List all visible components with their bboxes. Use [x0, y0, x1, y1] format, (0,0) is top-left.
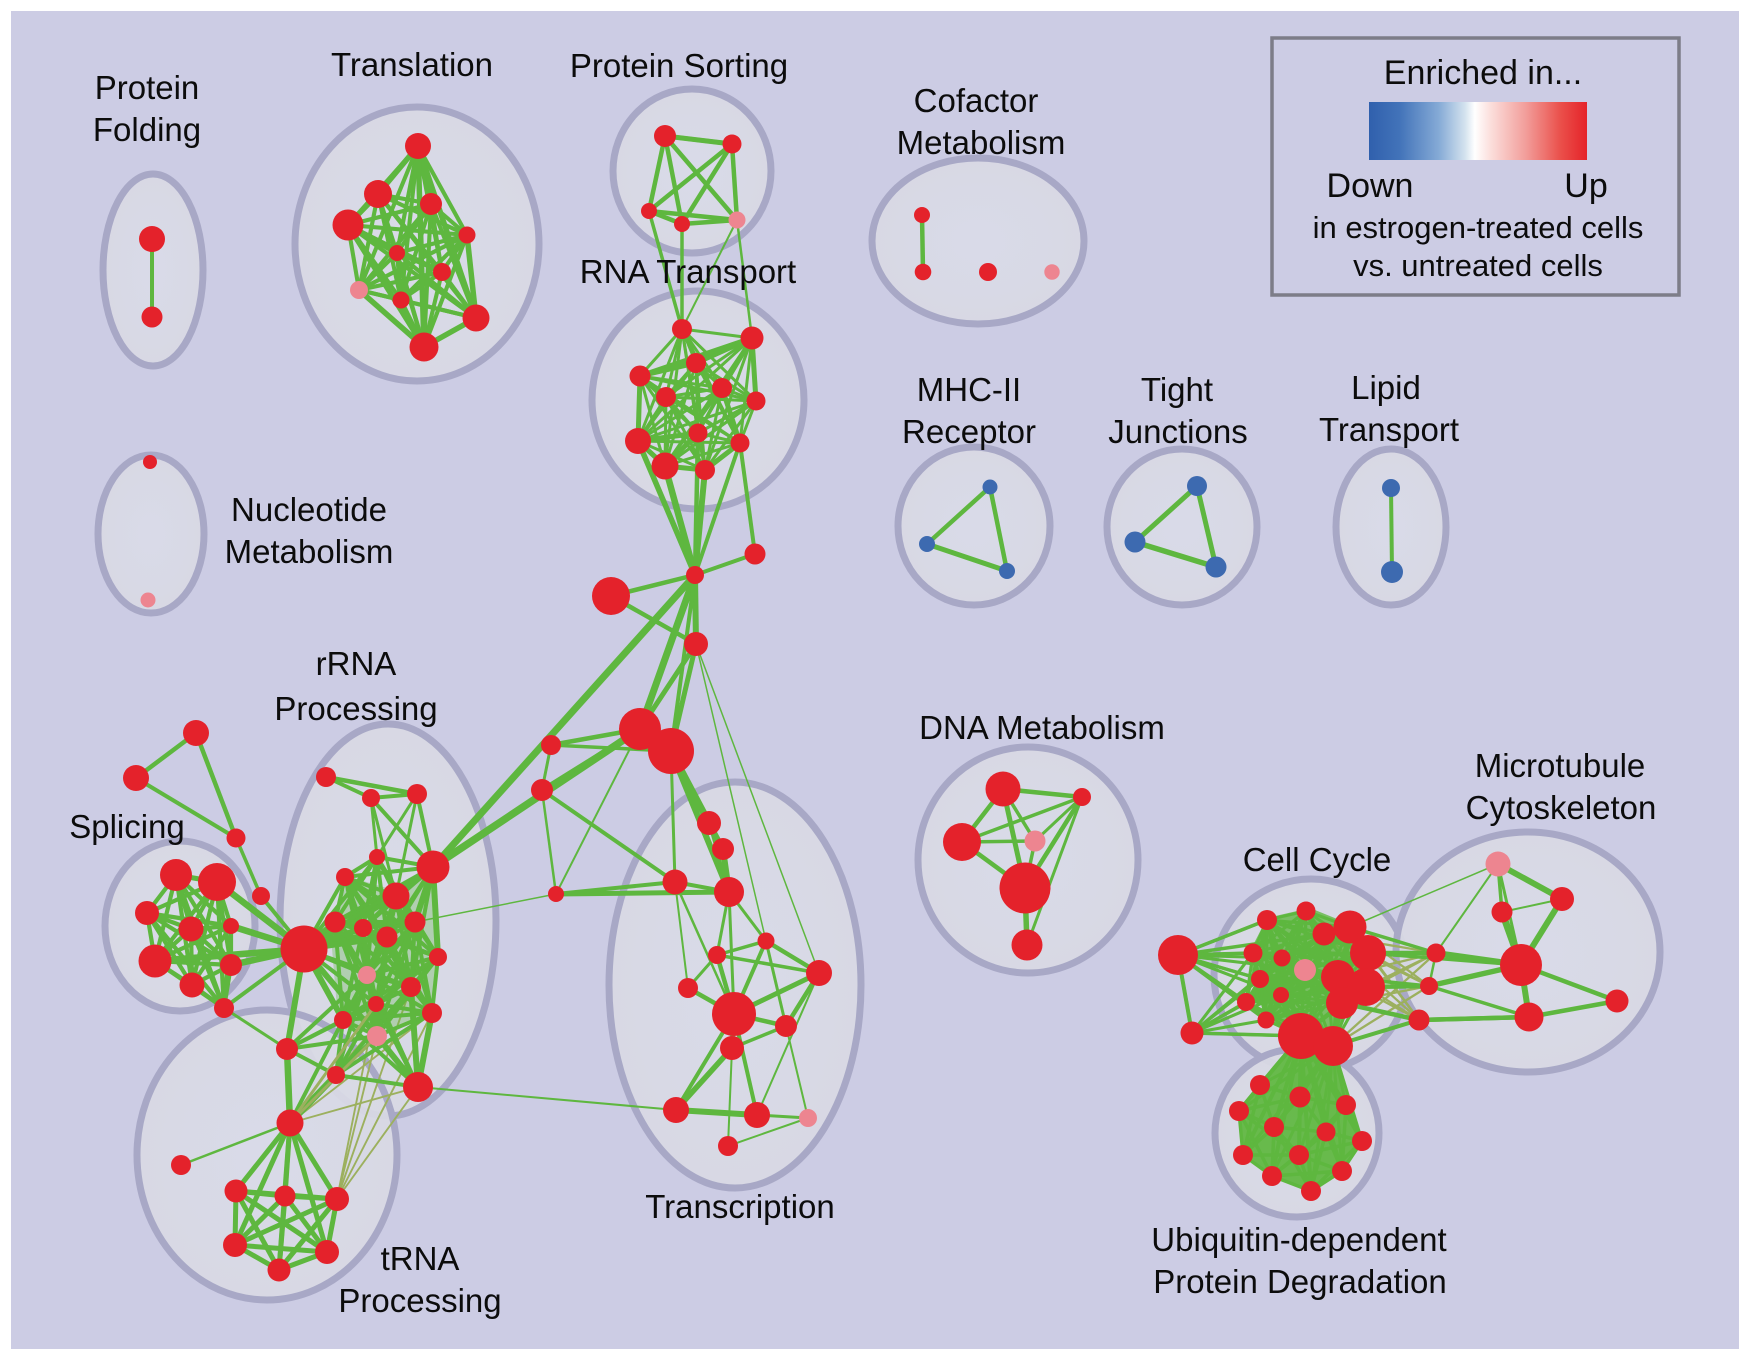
svg-text:Protein Sorting: Protein Sorting [570, 47, 788, 84]
svg-text:Down: Down [1327, 167, 1414, 205]
svg-text:rRNA: rRNA [316, 645, 397, 682]
svg-text:Transcription: Transcription [645, 1188, 835, 1225]
svg-text:MHC-II: MHC-II [917, 371, 1021, 408]
svg-text:tRNA: tRNA [381, 1240, 460, 1277]
svg-text:Receptor: Receptor [902, 413, 1036, 450]
svg-text:Protein Degradation: Protein Degradation [1153, 1263, 1447, 1300]
svg-text:Enriched in...: Enriched in... [1384, 54, 1582, 92]
svg-text:in estrogen-treated cells: in estrogen-treated cells [1313, 210, 1644, 245]
svg-text:Junctions: Junctions [1108, 413, 1247, 450]
svg-text:Up: Up [1564, 167, 1607, 205]
svg-text:Splicing: Splicing [69, 808, 185, 845]
svg-text:Nucleotide: Nucleotide [231, 491, 387, 528]
svg-text:DNA Metabolism: DNA Metabolism [919, 709, 1165, 746]
svg-text:Processing: Processing [274, 690, 437, 727]
svg-text:RNA Transport: RNA Transport [580, 253, 796, 290]
svg-text:Lipid: Lipid [1351, 369, 1421, 406]
svg-text:Cytoskeleton: Cytoskeleton [1466, 789, 1657, 826]
svg-text:Processing: Processing [338, 1282, 501, 1319]
svg-text:Transport: Transport [1319, 411, 1459, 448]
svg-text:Folding: Folding [93, 111, 201, 148]
svg-text:Metabolism: Metabolism [897, 124, 1066, 161]
svg-text:Tight: Tight [1141, 371, 1213, 408]
svg-text:Cofactor: Cofactor [914, 82, 1039, 119]
svg-text:Ubiquitin-dependent: Ubiquitin-dependent [1151, 1221, 1446, 1258]
svg-text:Protein: Protein [95, 69, 200, 106]
svg-text:Translation: Translation [331, 46, 493, 83]
svg-text:Microtubule: Microtubule [1475, 747, 1646, 784]
svg-text:vs. untreated cells: vs. untreated cells [1353, 248, 1603, 283]
svg-text:Cell Cycle: Cell Cycle [1243, 841, 1392, 878]
svg-text:Metabolism: Metabolism [225, 533, 394, 570]
